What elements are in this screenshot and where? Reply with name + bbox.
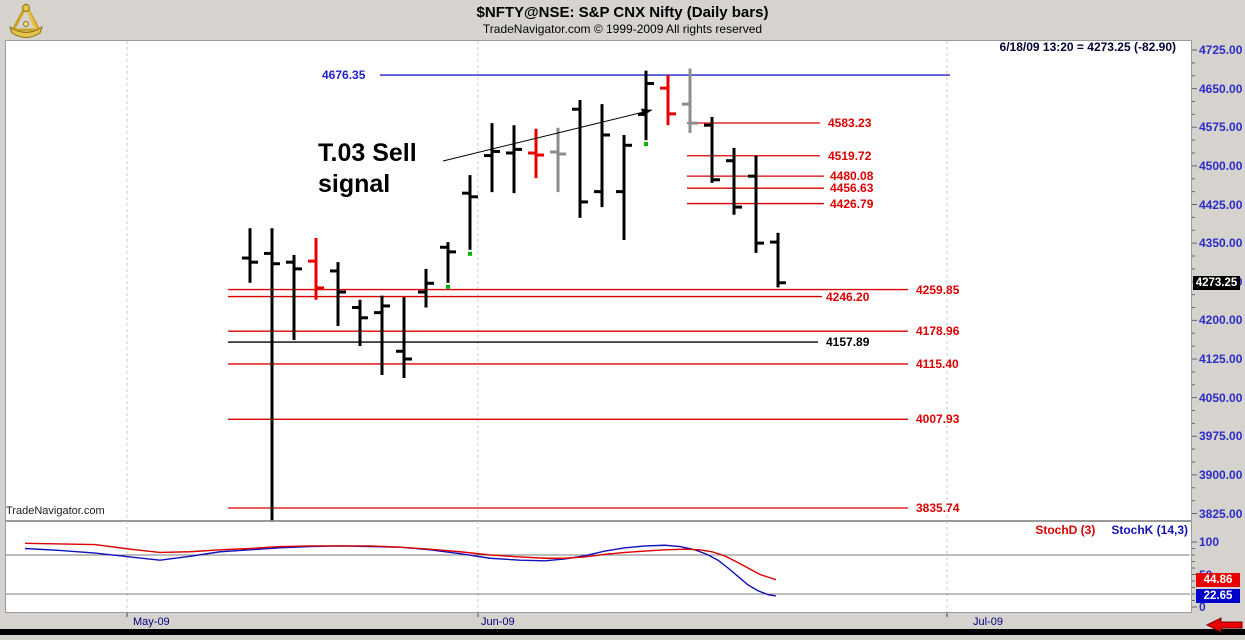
sell-signal-line1: T.03 Sell xyxy=(318,139,417,167)
stochd-value-badge: 44.86 xyxy=(1196,573,1240,587)
bottom-border-bar xyxy=(0,629,1245,635)
y-axis-tick-label: 4500.00 xyxy=(1199,158,1243,173)
legend-stochk: StochK (14,3) xyxy=(1111,523,1188,537)
last-price-badge: 4273.25 xyxy=(1193,276,1240,290)
y-axis-tick-label: 3825.00 xyxy=(1199,506,1243,521)
y-axis-tick-label: 4050.00 xyxy=(1199,390,1243,405)
month-label: Jun-09 xyxy=(481,616,515,628)
month-label: Jul-09 xyxy=(973,616,1003,628)
y-axis-tick-label: 4200.00 xyxy=(1199,313,1243,328)
sell-signal-line2: signal xyxy=(318,170,391,198)
stoch-tick-label: 100 xyxy=(1199,535,1220,549)
legend-stochd: StochD (3) xyxy=(1035,523,1096,537)
y-axis-tick-label: 4725.00 xyxy=(1199,43,1243,57)
chart-title: $NFTY@NSE: S&P CNX Nifty (Daily bars) xyxy=(476,4,769,21)
price-panel xyxy=(5,40,1192,521)
month-label: May-09 xyxy=(133,616,170,628)
chart-subtitle: TradeNavigator.com © 1999-2009 All right… xyxy=(482,22,763,36)
y-axis-tick-label: 4425.00 xyxy=(1199,197,1243,212)
y-axis-tick-label: 4650.00 xyxy=(1199,81,1243,96)
y-axis-tick-label: 3975.00 xyxy=(1199,429,1243,444)
y-axis-tick-label: 4125.00 xyxy=(1199,352,1243,366)
stochastic-legend: StochD (3) StochK (14,3) xyxy=(1000,523,1188,537)
stochk-value-badge: 22.65 xyxy=(1196,589,1240,603)
header: $NFTY@NSE: S&P CNX Nifty (Daily bars) Tr… xyxy=(0,0,1245,36)
y-axis-tick-label: 3900.00 xyxy=(1199,467,1243,482)
watermark: TradeNavigator.com xyxy=(6,505,105,517)
sell-signal-annotation: T.03 Sell signal xyxy=(318,138,417,200)
sextant-logo-icon xyxy=(9,2,43,38)
left-arrow-icon xyxy=(1206,617,1243,633)
y-axis-tick-label: 4350.00 xyxy=(1199,236,1243,251)
y-axis-tick-label: 4575.00 xyxy=(1199,120,1243,135)
last-quote-readout: 6/18/09 13:20 = 4273.25 (-82.90) xyxy=(999,40,1176,54)
